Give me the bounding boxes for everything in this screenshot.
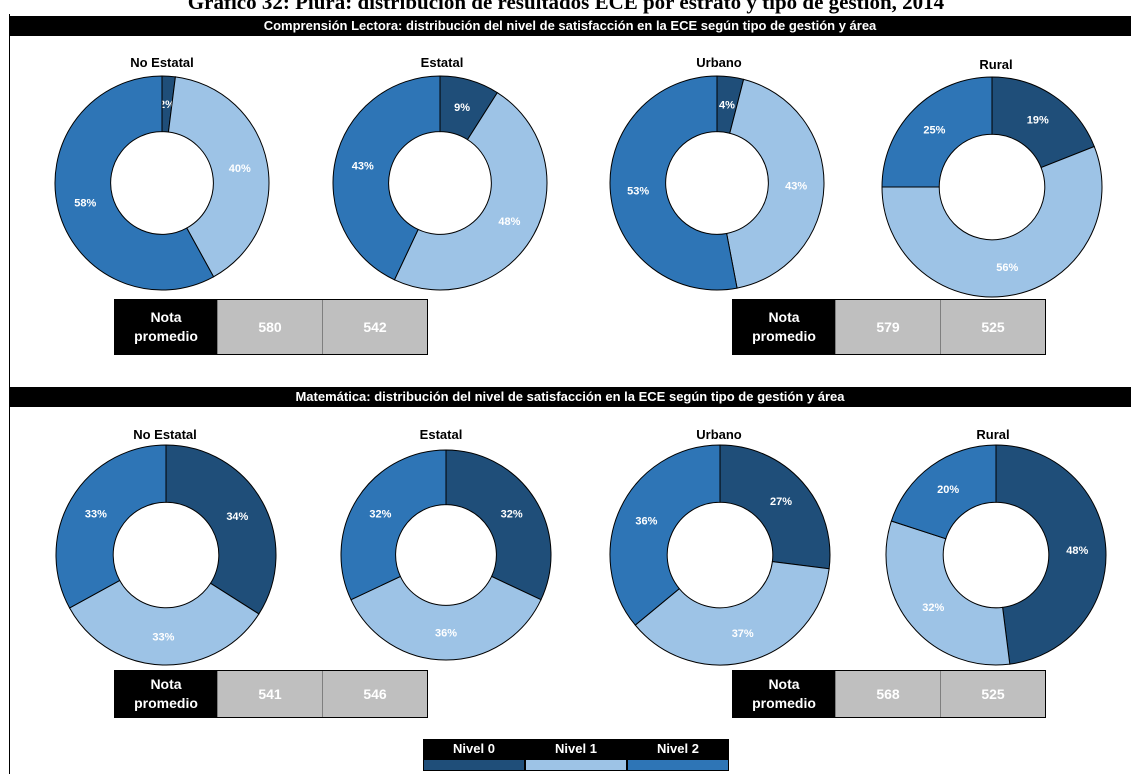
nota-label: Nota promedio — [115, 300, 217, 354]
chart-title-math-rural: Rural — [976, 427, 1010, 442]
reading-section-header: Comprensión Lectora: distribución del ni… — [9, 16, 1131, 36]
nota-label: Nota promedio — [115, 671, 217, 717]
legend-swatch-nivel-0 — [423, 759, 525, 771]
nota-value-no-estatal: 541 — [217, 671, 322, 717]
chart-title-math-estatal: Estatal — [419, 427, 463, 442]
nota-value-estatal: 542 — [322, 300, 427, 354]
nota-value-estatal: 546 — [322, 671, 427, 717]
legend-label-nivel-2: Nivel 2 — [627, 739, 729, 759]
nota-label: Nota promedio — [733, 671, 835, 717]
legend: Nivel 0 Nivel 1 Nivel 2 — [423, 739, 731, 771]
chart-title-reading-no-estatal: No Estatal — [130, 55, 194, 70]
nota-label: Nota promedio — [733, 300, 835, 354]
chart-title-reading-rural: Rural — [979, 57, 1013, 72]
math-section-header: Matemática: distribución del nivel de sa… — [9, 387, 1131, 407]
legend-swatch-nivel-2 — [627, 759, 729, 771]
nota-promedio-math-area: Nota promedio 568 525 — [732, 670, 1046, 718]
nota-value-urbano: 568 — [835, 671, 940, 717]
nota-value-no-estatal: 580 — [217, 300, 322, 354]
nota-value-urbano: 579 — [835, 300, 940, 354]
nota-promedio-reading-gestion: Nota promedio 580 542 — [114, 299, 428, 355]
nota-value-rural: 525 — [940, 300, 1045, 354]
chart-title-reading-estatal: Estatal — [420, 55, 464, 70]
nota-promedio-math-gestion: Nota promedio 541 546 — [114, 670, 428, 718]
legend-label-nivel-1: Nivel 1 — [525, 739, 627, 759]
page-title: Gráfico 32: Piura: distribución de resul… — [187, 0, 945, 14]
chart-title-reading-urbano: Urbano — [696, 55, 742, 70]
nota-promedio-reading-area: Nota promedio 579 525 — [732, 299, 1046, 355]
nota-value-rural: 525 — [940, 671, 1045, 717]
legend-label-nivel-0: Nivel 0 — [423, 739, 525, 759]
legend-swatch-nivel-1 — [525, 759, 627, 771]
chart-title-math-urbano: Urbano — [696, 427, 742, 442]
chart-title-math-no-estatal: No Estatal — [133, 427, 197, 442]
